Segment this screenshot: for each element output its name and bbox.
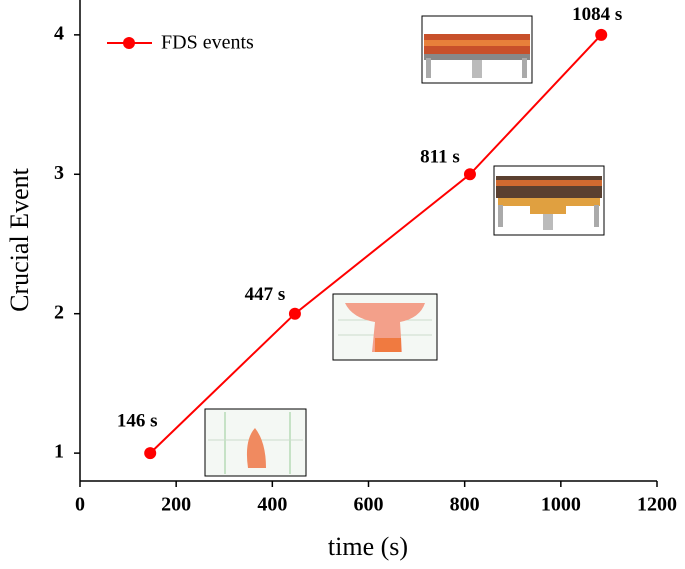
data-label: 447 s — [245, 284, 286, 305]
y-axis-label: Crucial Event — [5, 167, 34, 311]
y-tick-label: 2 — [54, 301, 64, 323]
thumbnail — [204, 408, 307, 477]
x-tick-label: 800 — [450, 494, 480, 516]
y-tick-label: 1 — [54, 441, 64, 463]
line — [149, 34, 602, 454]
x-axis-label: time (s) — [328, 532, 408, 561]
x-tick-label: 0 — [75, 494, 85, 516]
x-tick-label: 600 — [354, 494, 384, 516]
marker — [595, 28, 608, 41]
marker — [463, 168, 476, 181]
y-tick-label: 3 — [54, 162, 64, 184]
data-label: 811 s — [420, 147, 460, 168]
x-tick-label: 200 — [161, 494, 191, 516]
x-tick-label: 1200 — [637, 494, 677, 516]
x-tick-label: 1000 — [541, 494, 581, 516]
y-tick-label: 4 — [54, 22, 64, 44]
data-label: 146 s — [117, 410, 158, 431]
thumbnail — [421, 15, 533, 84]
legend-label: FDS events — [161, 32, 254, 54]
marker — [144, 447, 157, 460]
thumbnail — [332, 293, 438, 361]
marker — [288, 307, 301, 320]
x-tick-label: 400 — [257, 494, 287, 516]
thumbnail — [493, 165, 605, 236]
legend-marker — [123, 37, 135, 49]
data-label: 1084 s — [572, 4, 622, 25]
